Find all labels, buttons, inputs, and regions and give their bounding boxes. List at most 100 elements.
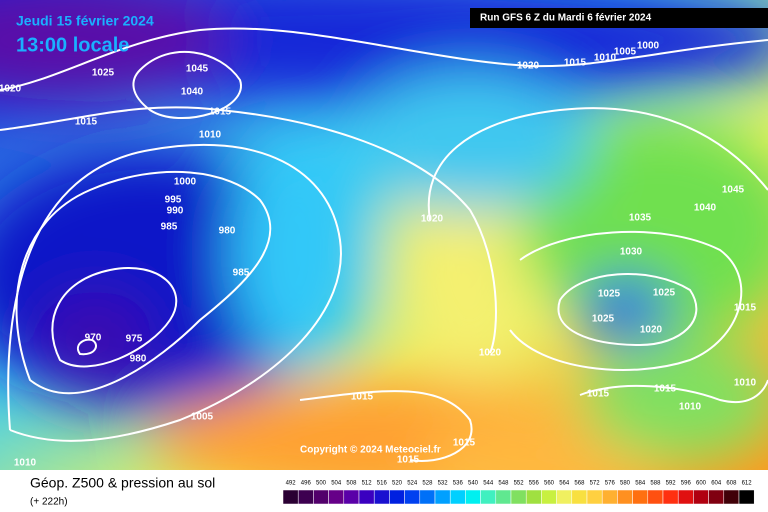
legend-value: 560 — [544, 481, 555, 487]
legend-swatch — [434, 489, 451, 505]
legend-swatch — [571, 489, 588, 505]
isobar-label: 970 — [85, 333, 102, 344]
footer-subtitle: (+ 222h) — [30, 497, 68, 508]
legend-swatch — [601, 489, 618, 505]
footer-title: Géop. Z500 & pression au sol — [30, 475, 215, 491]
legend-value: 552 — [514, 481, 525, 487]
legend-swatch — [358, 489, 375, 505]
legend-value: 548 — [498, 481, 509, 487]
legend-swatch — [313, 489, 329, 505]
legend-value: 556 — [529, 481, 540, 487]
legend-value: 492 — [286, 481, 297, 487]
legend-value: 608 — [726, 481, 737, 487]
isobar-label: 980 — [219, 226, 236, 237]
legend-value: 500 — [316, 481, 327, 487]
legend-swatch — [404, 489, 421, 505]
isobar-label: 1015 — [351, 392, 374, 403]
isobar-label: 1020 — [421, 214, 444, 225]
isobar-label: 980 — [130, 354, 147, 365]
legend-value: 576 — [605, 481, 616, 487]
legend-value: 612 — [742, 481, 753, 487]
legend-swatch — [389, 489, 405, 505]
legend-swatch — [662, 489, 679, 505]
forecast-time: 13:00 locale — [16, 34, 129, 56]
isobar-label: 1000 — [637, 41, 660, 52]
legend-swatch — [677, 489, 694, 505]
legend-value: 584 — [635, 481, 646, 487]
isobar-label: 1025 — [598, 289, 621, 300]
legend-value: 524 — [407, 481, 418, 487]
isobar-label: 1000 — [174, 177, 197, 188]
isobar-label: 1030 — [620, 247, 643, 258]
isobar-label: 975 — [126, 334, 143, 345]
legend-value: 544 — [483, 481, 494, 487]
isobar-label: 1045 — [186, 64, 209, 75]
legend-value: 604 — [711, 481, 722, 487]
legend-swatch — [632, 489, 649, 505]
legend-swatch — [541, 489, 557, 505]
isobars — [0, 27, 768, 462]
isobar-label: 1020 — [479, 348, 502, 359]
run-banner — [470, 8, 768, 28]
isobar-label: 1040 — [694, 203, 717, 214]
isobar-label: 1045 — [722, 185, 745, 196]
isobar-label: 1040 — [181, 87, 204, 98]
legend-value: 496 — [301, 481, 312, 487]
isobar-label: 1020 — [517, 61, 540, 72]
legend-swatch — [449, 489, 466, 505]
legend-swatch — [723, 489, 740, 505]
legend-swatch — [282, 489, 299, 505]
forecast-date: Jeudi 15 février 2024 — [16, 13, 154, 29]
copyright: Copyright © 2024 Meteociel.fr — [300, 445, 441, 456]
legend-value: 592 — [666, 481, 677, 487]
isobar-label: 1010 — [679, 402, 702, 413]
isobar-label: 1035 — [629, 213, 652, 224]
legend-value: 508 — [346, 481, 357, 487]
legend-value: 564 — [559, 481, 570, 487]
isobar-label: 1015 — [209, 107, 232, 118]
run-label: Run GFS 6 Z du Mardi 6 février 2024 — [480, 13, 652, 24]
legend-value: 516 — [377, 481, 388, 487]
isobar-label: 1010 — [734, 378, 757, 389]
legend-value: 580 — [620, 481, 631, 487]
legend-value: 540 — [468, 481, 479, 487]
isobar-label: 1020 — [640, 325, 663, 336]
isobar-label: 985 — [233, 268, 250, 279]
legend-swatch — [343, 489, 360, 505]
isobar-label: 1015 — [734, 303, 757, 314]
legend-swatch — [738, 489, 755, 505]
legend-value: 528 — [422, 481, 433, 487]
legend-swatch — [693, 489, 709, 505]
isobar-label: 1015 — [587, 389, 610, 400]
legend-value: 532 — [438, 481, 449, 487]
legend-swatch — [708, 489, 725, 505]
isobar-label: 1010 — [199, 130, 222, 141]
isobar-label: 1020 — [0, 84, 22, 95]
legend-swatch — [525, 489, 542, 505]
legend-swatch — [419, 489, 436, 505]
legend-swatch — [297, 489, 314, 505]
isobar-label: 1015 — [654, 384, 677, 395]
isobar-label: 1015 — [75, 117, 98, 128]
legend-value: 536 — [453, 481, 464, 487]
isobar-label: 1025 — [592, 314, 615, 325]
legend-swatch — [586, 489, 603, 505]
legend-value: 568 — [574, 481, 585, 487]
legend-swatch — [495, 489, 512, 505]
legend-value: 600 — [696, 481, 707, 487]
legend-swatch — [647, 489, 664, 505]
isobar-label: 1015 — [397, 455, 420, 466]
legend-value: 572 — [590, 481, 601, 487]
legend-swatch — [328, 489, 345, 505]
color-scale: 492 496 500 504 508 512 516 520 524 528 532 536 540 5… — [282, 481, 755, 505]
legend-swatch — [465, 489, 481, 505]
isobar-label: 1015 — [453, 438, 476, 449]
isobar-label: 985 — [161, 222, 178, 233]
legend-value: 596 — [681, 481, 692, 487]
legend-swatch — [480, 489, 497, 505]
legend-swatch — [556, 489, 573, 505]
